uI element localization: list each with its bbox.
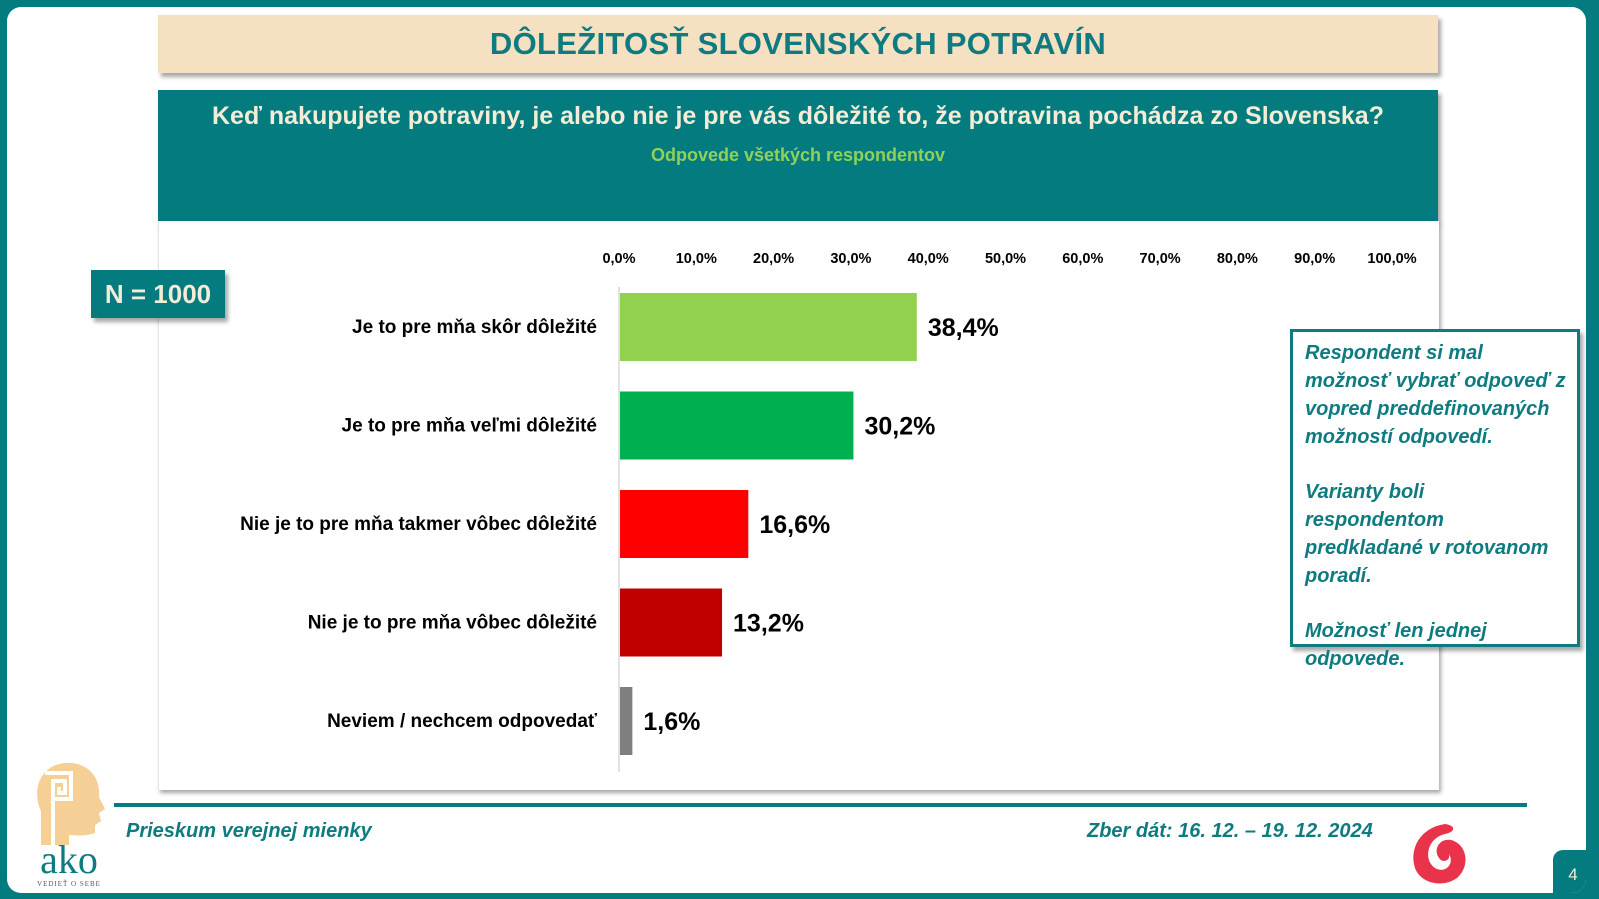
data-label: 30,2% bbox=[864, 413, 935, 441]
bar bbox=[620, 293, 917, 361]
x-tick-label: 100,0% bbox=[1367, 251, 1416, 267]
logo-text: ako bbox=[40, 837, 98, 882]
category-label: Je to pre mňa skôr dôležité bbox=[352, 317, 597, 338]
x-tick-label: 30,0% bbox=[830, 251, 871, 267]
x-tick-label: 80,0% bbox=[1217, 251, 1258, 267]
spiral-icon bbox=[45, 771, 73, 801]
question-text: Keď nakupujete potraviny, je alebo nie j… bbox=[212, 102, 1384, 130]
bar-chart: 0,0% 10,0% 20,0% 30,0% 40,0% 50,0% 60,0% 70,0% 8… bbox=[240, 251, 1417, 772]
category-label: Nie je to pre mňa vôbec dôležité bbox=[308, 613, 597, 634]
note-paragraph: Varianty boli respondentom predkladané v… bbox=[1305, 481, 1549, 587]
x-tick-label: 90,0% bbox=[1294, 251, 1335, 267]
question-banner: Keď nakupujete potraviny, je alebo nie j… bbox=[158, 90, 1438, 221]
footer-survey-label: Prieskum verejnej mienky bbox=[126, 820, 372, 842]
x-tick-label: 50,0% bbox=[985, 251, 1026, 267]
note-paragraph: Respondent si mal možnosť vybrať odpoveď… bbox=[1305, 342, 1566, 448]
bar bbox=[620, 391, 854, 460]
slide: DÔLEŽITOSŤ SLOVENSKÝCH POTRAVÍN Keď naku… bbox=[7, 7, 1586, 893]
x-tick-label: 0,0% bbox=[602, 251, 635, 267]
bar bbox=[620, 687, 633, 755]
bar bbox=[620, 490, 749, 558]
footer-collection-date: Zber dát: 16. 12. – 19. 12. 2024 bbox=[1087, 820, 1373, 842]
bar bbox=[620, 588, 723, 657]
category-label: Je to pre mňa veľmi dôležité bbox=[342, 416, 597, 437]
logo-tagline: VEDIEŤ O SEBE bbox=[37, 880, 101, 888]
data-label: 38,4% bbox=[928, 314, 999, 342]
data-label: 1,6% bbox=[643, 708, 700, 736]
category-label: Neviem / nechcem odpovedať bbox=[327, 711, 598, 732]
category-label: Nie je to pre mňa takmer vôbec dôležité bbox=[240, 514, 597, 535]
note-paragraph: Možnosť len jednej odpovede. bbox=[1305, 620, 1487, 670]
x-tick-label: 40,0% bbox=[908, 251, 949, 267]
data-label: 13,2% bbox=[733, 610, 804, 638]
page-number: 4 bbox=[1553, 850, 1586, 893]
x-tick-label: 60,0% bbox=[1062, 251, 1103, 267]
methodology-note: Respondent si mal možnosť vybrať odpoveď… bbox=[1290, 329, 1580, 670]
x-tick-label: 10,0% bbox=[676, 251, 717, 267]
x-tick-label: 70,0% bbox=[1140, 251, 1181, 267]
data-label: 16,6% bbox=[759, 511, 830, 539]
spiral-logo-icon bbox=[1413, 824, 1466, 884]
title-banner: DÔLEŽITOSŤ SLOVENSKÝCH POTRAVÍN bbox=[158, 15, 1438, 73]
footer-divider bbox=[114, 803, 1527, 807]
sample-size-badge: N = 1000 bbox=[91, 270, 225, 318]
x-tick-label: 20,0% bbox=[753, 251, 794, 267]
ako-logo: ako VEDIEŤ O SEBE bbox=[37, 762, 105, 888]
slide-title: DÔLEŽITOSŤ SLOVENSKÝCH POTRAVÍN bbox=[489, 26, 1107, 61]
question-subtitle: Odpovede všetkých respondentov bbox=[650, 145, 946, 165]
